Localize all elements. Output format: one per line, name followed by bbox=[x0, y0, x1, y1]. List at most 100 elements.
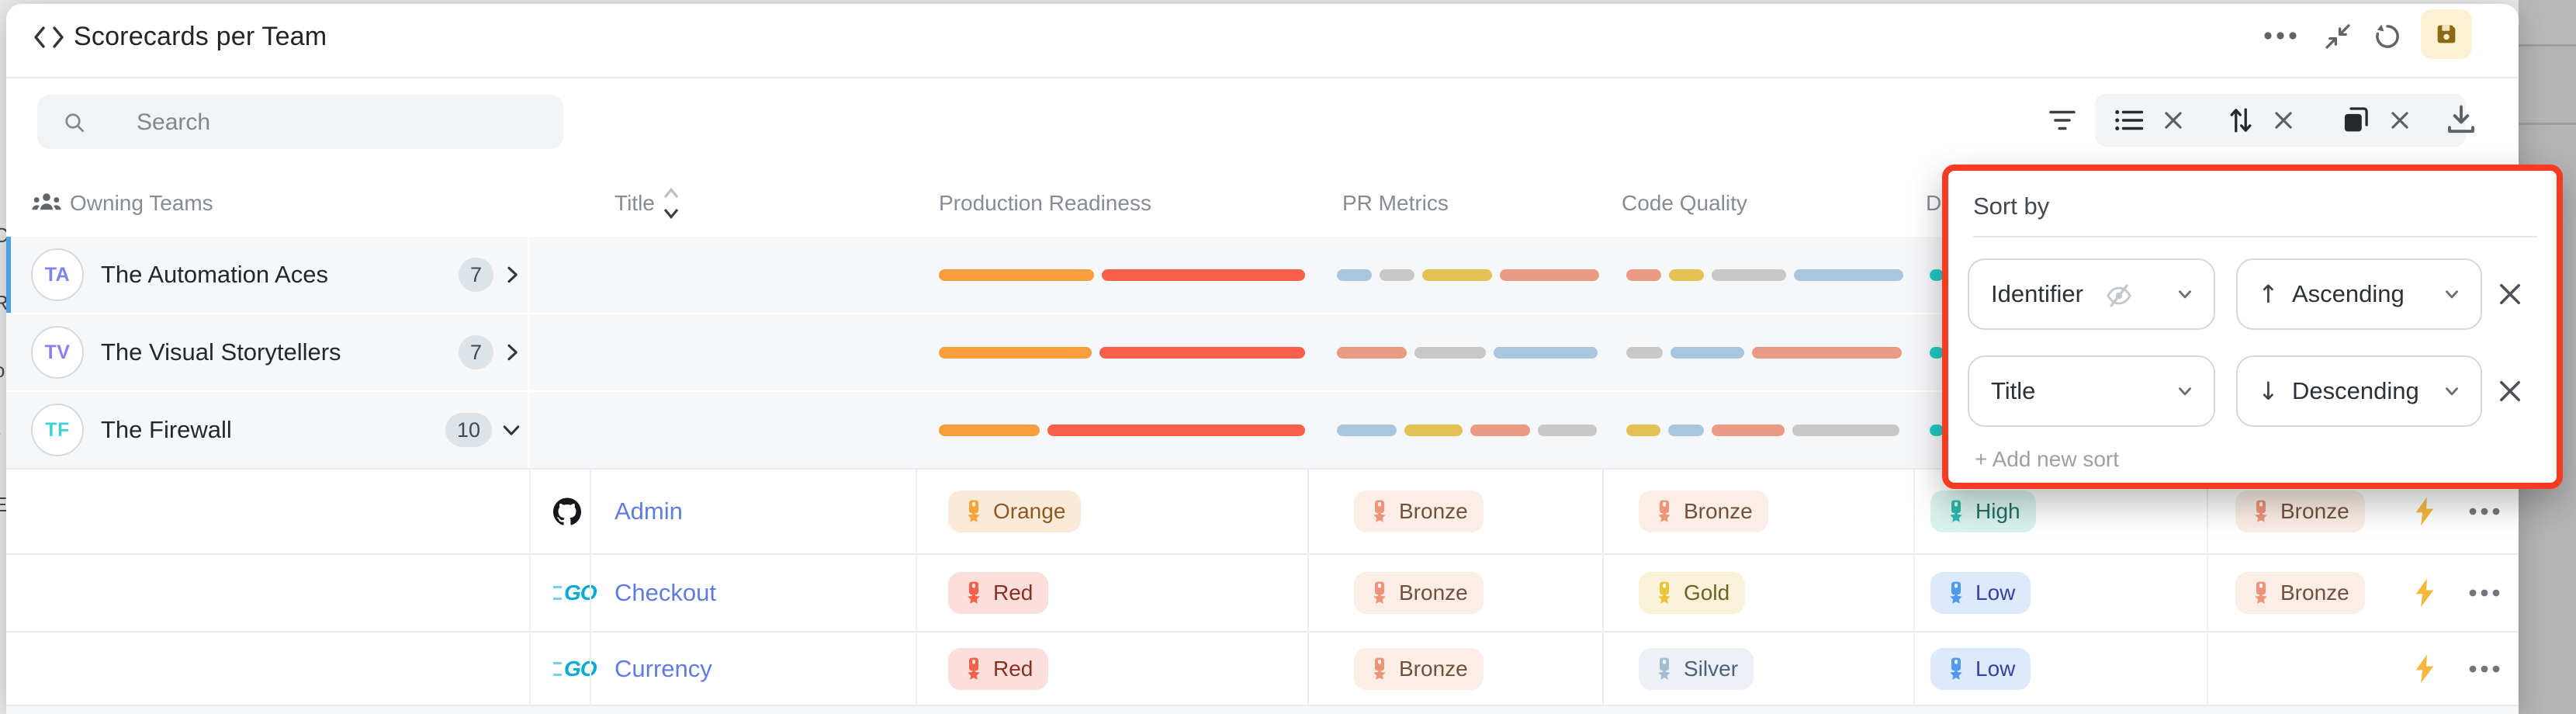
sort-arrows-icon bbox=[2230, 108, 2252, 133]
expand-toggle[interactable] bbox=[501, 341, 523, 363]
row-divider bbox=[6, 468, 2519, 470]
level-badge-label: Orange bbox=[993, 499, 1066, 523]
clear-icon[interactable] bbox=[2273, 110, 2294, 130]
sort-field-select[interactable]: Identifier bbox=[1968, 258, 2215, 330]
row-menu-button[interactable] bbox=[2467, 588, 2502, 598]
medal-icon bbox=[968, 581, 980, 604]
score-bar-hidden_col bbox=[1930, 237, 1944, 313]
score-bar-segment bbox=[1102, 269, 1305, 281]
expand-toggle[interactable] bbox=[500, 419, 523, 441]
score-bar-segment bbox=[1404, 424, 1463, 436]
level-badge: Low bbox=[1930, 647, 2031, 690]
background-row-divider bbox=[2519, 123, 2576, 125]
service-row[interactable]: GO Currency Red Bronze Silver Low bbox=[6, 632, 2519, 705]
save-button[interactable] bbox=[2421, 9, 2472, 59]
score-bar-segment bbox=[1712, 269, 1786, 281]
background-row-divider bbox=[2519, 44, 2576, 47]
sort-carets-icon[interactable] bbox=[661, 185, 681, 222]
sort-field-value: Identifier bbox=[1991, 280, 2083, 307]
service-link[interactable]: Checkout bbox=[615, 579, 716, 606]
score-bar-segment bbox=[1792, 424, 1899, 436]
partial-next-row bbox=[6, 706, 2519, 714]
save-icon bbox=[2437, 25, 2456, 43]
remove-sort-button[interactable] bbox=[2493, 374, 2527, 408]
score-bar-production_readiness bbox=[939, 237, 1305, 313]
score-bar-segment bbox=[1930, 424, 1944, 436]
team-row[interactable]: TF The Firewall 10 bbox=[6, 392, 2519, 468]
medal-icon bbox=[2255, 581, 2267, 604]
background-text-fragment: C bbox=[0, 224, 8, 247]
level-badge: Orange bbox=[948, 490, 1082, 532]
sort-field-value: Title bbox=[1991, 377, 2036, 404]
score-bar-code_quality bbox=[1626, 237, 1903, 313]
row-menu-button[interactable] bbox=[2467, 664, 2502, 674]
score-bar-segment bbox=[1626, 346, 1663, 359]
score-bar-segment bbox=[1626, 424, 1660, 436]
lightning-icon bbox=[2415, 578, 2434, 608]
service-link[interactable]: Currency bbox=[615, 654, 712, 682]
group-pill[interactable] bbox=[2322, 94, 2466, 147]
remove-sort-button[interactable] bbox=[2493, 277, 2527, 311]
sort-direction-value: Descending bbox=[2292, 377, 2419, 404]
more-options-icon[interactable] bbox=[2263, 31, 2298, 40]
search-icon bbox=[65, 113, 84, 132]
collapse-icon[interactable] bbox=[2322, 20, 2354, 53]
score-bar-segment bbox=[1671, 346, 1744, 359]
sort-direction-select[interactable]: ↑ Ascending bbox=[2236, 258, 2482, 330]
medal-icon bbox=[1950, 657, 1962, 680]
column-divider bbox=[1602, 469, 1604, 714]
score-bar-segment bbox=[1414, 346, 1486, 359]
run-action-button[interactable] bbox=[2412, 653, 2438, 685]
chevron-down-icon bbox=[503, 425, 520, 435]
level-badge-label: Red bbox=[993, 581, 1034, 605]
score-bar-segment bbox=[1930, 269, 1944, 281]
sort-panel-title: Sort by bbox=[1973, 192, 2050, 220]
clear-icon[interactable] bbox=[2390, 110, 2410, 130]
score-bar-pr_metrics bbox=[1337, 392, 1597, 468]
chevron-down-icon bbox=[2446, 387, 2458, 396]
code-icon bbox=[34, 26, 64, 48]
sort-direction-value: Ascending bbox=[2292, 280, 2405, 307]
score-bar-segment bbox=[1494, 346, 1598, 359]
column-header-pr-metrics: PR Metrics bbox=[1342, 191, 1449, 215]
level-badge: Bronze bbox=[2235, 490, 2365, 532]
background-text-fragment: E bbox=[0, 493, 8, 516]
sort-field-select[interactable]: Title bbox=[1968, 355, 2215, 427]
column-divider bbox=[529, 469, 531, 714]
search-input[interactable] bbox=[135, 95, 542, 151]
clear-icon[interactable] bbox=[2163, 110, 2183, 130]
level-badge: Bronze bbox=[1354, 572, 1484, 614]
eye-off-icon bbox=[2107, 284, 2131, 307]
filter-icon[interactable] bbox=[2048, 107, 2076, 133]
row-menu-button[interactable] bbox=[2467, 507, 2502, 516]
background-text-fragment: r bbox=[0, 425, 8, 449]
download-icon[interactable] bbox=[2446, 104, 2477, 137]
score-bar-hidden_col bbox=[1930, 314, 1944, 390]
team-count-badge: 7 bbox=[458, 335, 493, 369]
team-icon bbox=[32, 193, 61, 210]
team-column-divider bbox=[528, 237, 530, 468]
medal-icon bbox=[1373, 500, 1386, 522]
score-bar-segment bbox=[1047, 424, 1305, 436]
level-badge: Bronze bbox=[2235, 572, 2365, 614]
service-link[interactable]: Admin bbox=[615, 497, 683, 525]
column-header-production-readiness: Production Readiness bbox=[939, 191, 1151, 215]
go-icon: GO bbox=[553, 581, 597, 605]
team-count-badge: 7 bbox=[458, 258, 493, 292]
run-action-button[interactable] bbox=[2412, 496, 2438, 527]
chevron-down-icon bbox=[2179, 290, 2191, 299]
score-bar-code_quality bbox=[1626, 392, 1899, 468]
github-icon bbox=[553, 497, 581, 525]
score-bar-segment bbox=[1422, 269, 1492, 281]
add-new-sort-button[interactable]: + Add new sort bbox=[1975, 447, 2120, 471]
score-bar-segment bbox=[1538, 424, 1597, 436]
service-row[interactable]: GO Checkout Red Bronze Gold Low Bronze bbox=[6, 554, 2519, 632]
team-name: The Firewall bbox=[101, 416, 232, 443]
sort-direction-select[interactable]: ↓ Descending bbox=[2236, 355, 2482, 427]
undo-icon[interactable] bbox=[2371, 20, 2404, 53]
expand-toggle[interactable] bbox=[501, 264, 523, 286]
level-badge: Gold bbox=[1639, 572, 1746, 614]
medal-icon bbox=[1950, 581, 1962, 604]
run-action-button[interactable] bbox=[2412, 577, 2438, 608]
score-bar-pr_metrics bbox=[1337, 314, 1598, 390]
